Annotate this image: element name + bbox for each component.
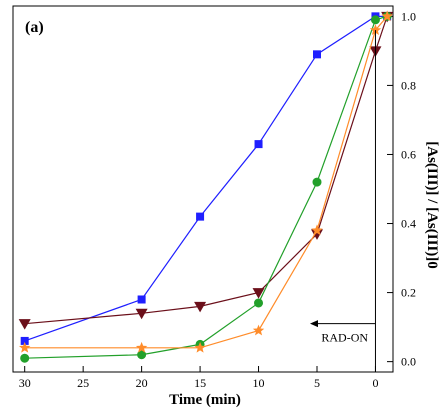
data-point-triangle-down [135,308,148,320]
data-point-circle [137,350,147,360]
rad-on-label: RAD-ON [321,331,368,345]
rad-on-arrow-head [309,320,318,328]
data-point-triangle-down [311,229,323,240]
x-tick-label: 30 [19,376,31,390]
x-tick-label: 25 [77,376,89,390]
data-point-circle [20,353,30,363]
y-axis-label: [As(III)] / [As(III)]0 [424,141,440,269]
y-tick-label: 0.6 [401,147,416,161]
data-point-circle [370,15,380,25]
x-tick-label: 10 [253,376,265,390]
data-point-circle [312,177,322,187]
data-point-star [311,224,323,236]
x-axis-label: Time (min) [169,392,241,408]
series-layer [18,10,394,363]
data-point-triangle-down [194,301,207,313]
x-tick-label: 0 [372,376,378,390]
data-point-star [252,324,265,336]
data-point-square [137,295,146,304]
data-point-triangle-down [18,319,31,330]
y-tick-label: 1.0 [401,9,416,23]
panel-label: (a) [25,19,44,36]
data-point-square [313,50,321,59]
series-line-3 [24,15,388,359]
plot-frame [12,5,394,373]
series-line-1 [24,15,388,342]
series-line-4 [24,15,388,349]
y-tick-label: 0.2 [401,286,416,300]
data-point-square [196,212,205,221]
annotation-layer: RAD-ON [309,30,376,372]
data-point-star [194,341,206,353]
y-tick-label: 0.4 [401,217,416,231]
data-point-star [18,341,31,353]
x-tick-label: 20 [136,376,148,390]
data-point-square [254,140,263,149]
data-point-circle [254,298,264,308]
data-point-star [135,341,148,353]
x-axis-ticks: 30 25 20 15 10 5 0 [19,366,378,390]
data-point-star [381,10,393,22]
y-tick-label: 0.8 [401,78,416,92]
series-line-2 [24,16,388,325]
data-point-square [20,336,29,345]
data-point-triangle-down [252,288,265,299]
y-axis-ticks: 0.0 0.2 0.4 0.6 0.8 1.0 [387,9,416,369]
y-tick-label: 0.0 [401,355,416,369]
x-tick-label: 5 [314,376,320,390]
data-point-star [369,24,382,36]
x-tick-label: 15 [194,376,206,390]
